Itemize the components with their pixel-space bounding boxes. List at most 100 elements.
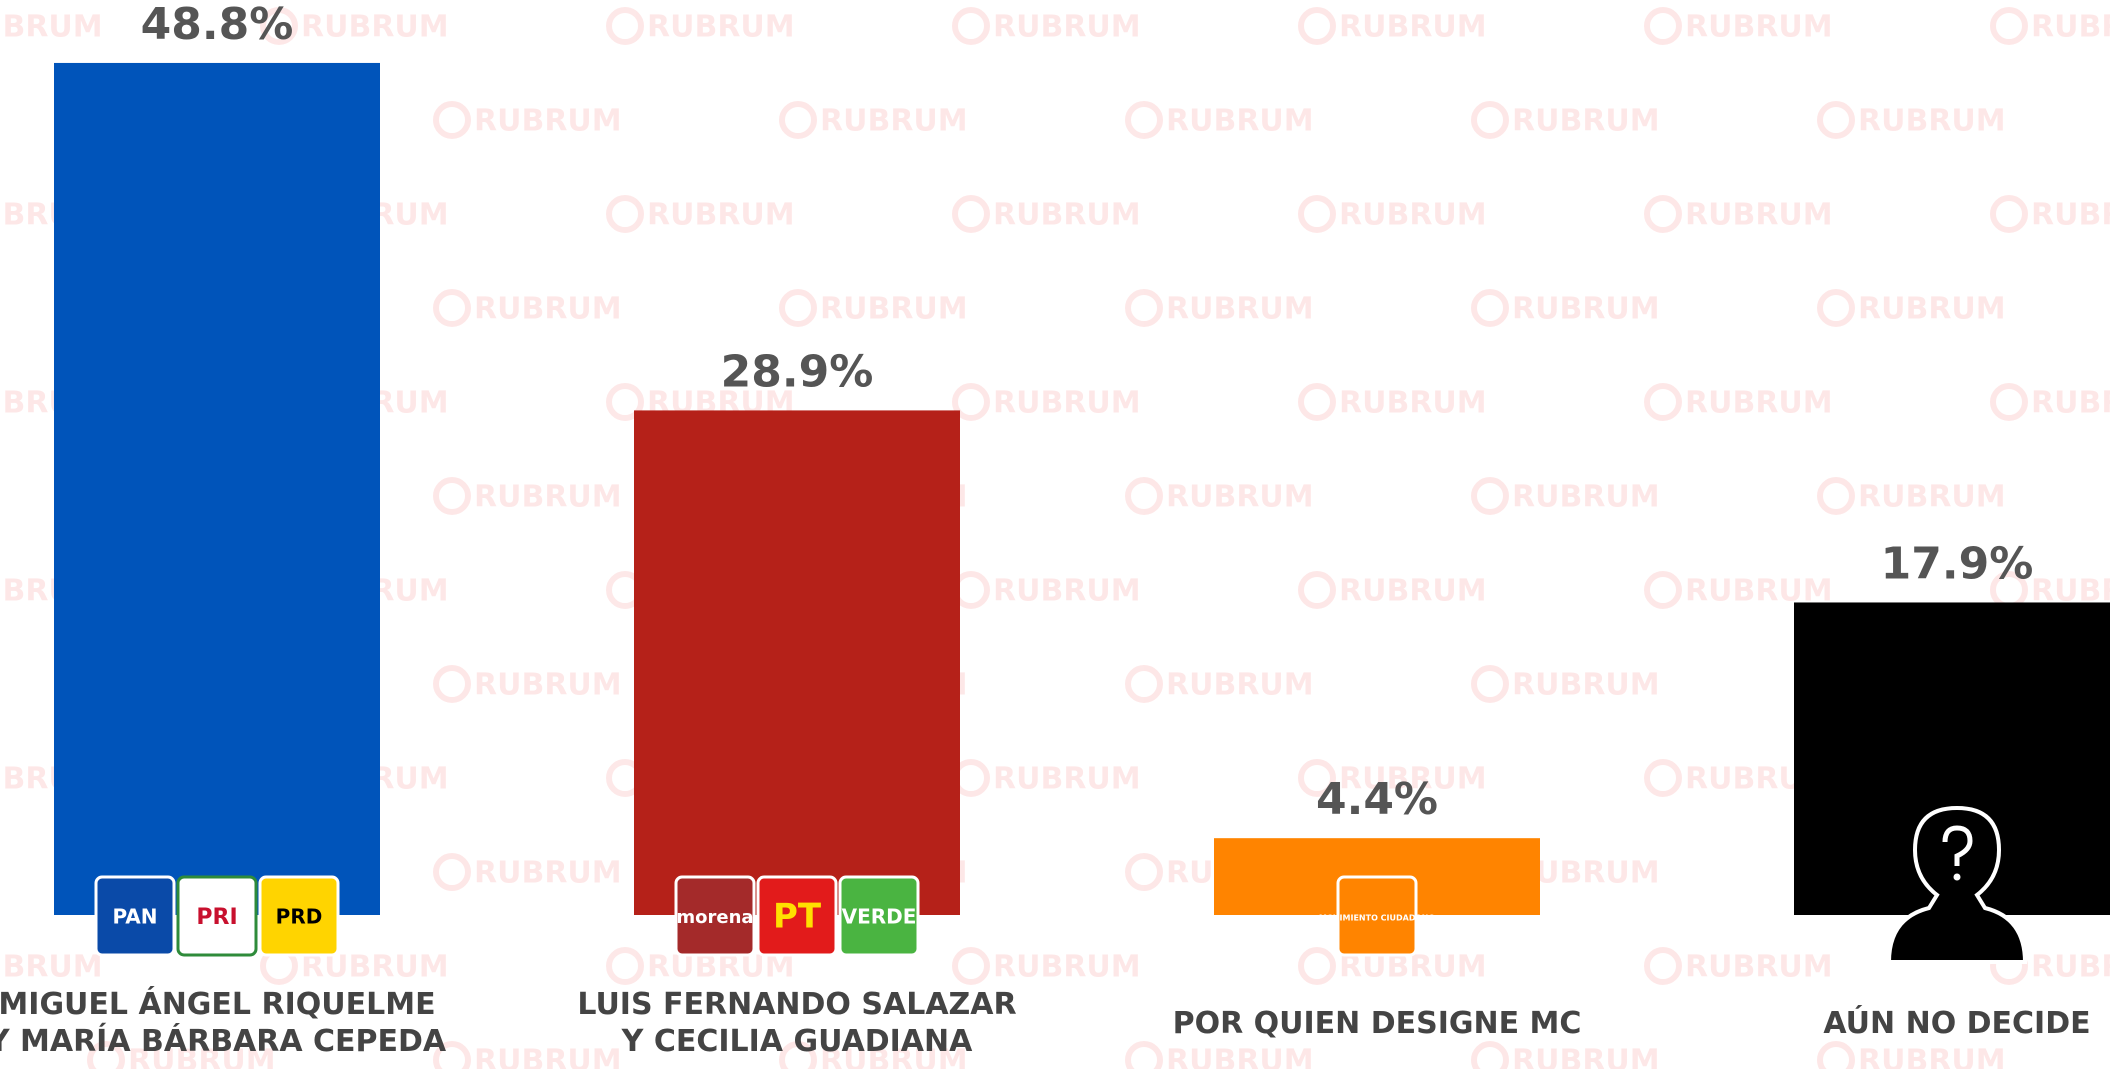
watermark-icon	[779, 1041, 817, 1069]
silhouette-body	[1886, 805, 2028, 964]
watermark: RUBRUM	[433, 477, 622, 515]
watermark-icon	[1990, 383, 2028, 421]
watermark-icon	[1298, 7, 1336, 45]
watermark-text: RUBRUM	[1512, 668, 1660, 703]
watermark-text: RUBRUM	[820, 1044, 968, 1069]
watermark-text: RUBRUM	[128, 1044, 276, 1069]
watermark: RUBRUM	[433, 1041, 622, 1069]
watermark-text: RUBRUM	[2031, 10, 2110, 45]
watermark: RUBRUM	[1644, 7, 1833, 45]
watermark-text: RUBRUM	[474, 668, 622, 703]
party-logo	[1336, 875, 1418, 957]
watermark-icon	[1471, 101, 1509, 139]
watermark-text: RUBRUM	[1685, 386, 1833, 421]
watermark-icon	[1125, 665, 1163, 703]
watermark: RUBRUM	[1817, 101, 2006, 139]
watermark-icon	[1817, 1041, 1855, 1069]
bar	[54, 62, 380, 915]
watermark-icon	[1644, 571, 1682, 609]
watermark-icon	[779, 101, 817, 139]
watermark-icon	[1817, 289, 1855, 327]
watermark: RUBRUM	[1471, 1041, 1660, 1069]
watermark-icon	[606, 383, 644, 421]
watermark-icon	[952, 947, 990, 985]
category-label: POR QUIEN DESIGNE MC	[1172, 1005, 1582, 1041]
watermark-icon	[1125, 289, 1163, 327]
watermark: RUBRUM	[1298, 759, 1487, 797]
watermark: RUBRUM	[606, 195, 795, 233]
watermark: RUBRUM	[779, 101, 968, 139]
watermark: RUBRUM	[1817, 289, 2006, 327]
watermark-text: RUBRUM	[1339, 10, 1487, 45]
watermark-text: RUBRUM	[2031, 950, 2110, 985]
watermark-text: RUBRUM	[474, 292, 622, 327]
watermark: RUBRUM	[1125, 289, 1314, 327]
watermark-icon	[1990, 195, 2028, 233]
watermark: RUBRUM	[1990, 383, 2110, 421]
watermark: RUBRUM	[87, 1041, 276, 1069]
watermark-text: RUBRUM	[1858, 104, 2006, 139]
watermark-icon	[606, 947, 644, 985]
watermark: RUBRUM	[0, 950, 103, 985]
watermark: RUBRUM	[1471, 101, 1660, 139]
watermark: RUBRUM	[779, 1041, 968, 1069]
watermark: RUBRUM	[1990, 7, 2110, 45]
watermark: RUBRUM	[1471, 665, 1660, 703]
watermark-icon	[779, 289, 817, 327]
party-logo	[176, 875, 258, 957]
watermark-text: RUBRUM	[993, 10, 1141, 45]
watermark-icon	[87, 1041, 125, 1069]
watermark-text: RUBRUM	[2031, 386, 2110, 421]
watermark-text: RUBRUM	[1339, 386, 1487, 421]
watermark-text: RUBRUM	[1858, 480, 2006, 515]
watermark: RUBRUM	[1817, 1041, 2006, 1069]
watermark: RUBRUM	[1298, 195, 1487, 233]
watermark-text: RUBRUM	[474, 856, 622, 891]
party-logo	[258, 875, 340, 957]
watermark: RUBRUM	[1644, 195, 1833, 233]
watermark-text: RUBRUM	[301, 10, 449, 45]
watermark-icon	[1125, 1041, 1163, 1069]
watermark: RUBRUM	[606, 7, 795, 45]
watermark-text: RUBRUM	[1685, 10, 1833, 45]
watermark-text: RUBRUM	[474, 480, 622, 515]
watermark-text: RUBRUM	[0, 10, 103, 45]
watermark: RUBRUM	[1471, 477, 1660, 515]
watermark: RUBRUM	[433, 101, 622, 139]
watermark-icon	[433, 477, 471, 515]
watermark-icon	[260, 7, 298, 45]
watermark: RUBRUM	[1125, 1041, 1314, 1069]
watermark-icon	[433, 289, 471, 327]
watermark-text: RUBRUM	[1858, 292, 2006, 327]
watermark-text: RUBRUM	[1512, 1044, 1660, 1069]
question-mark	[1942, 825, 1973, 866]
watermark-text: RUBRUM	[647, 10, 795, 45]
watermark-icon	[1817, 477, 1855, 515]
watermark: RUBRUM	[1990, 195, 2110, 233]
watermark-icon	[952, 7, 990, 45]
watermark-icon	[1471, 665, 1509, 703]
watermark-icon	[1644, 195, 1682, 233]
watermark: RUBRUM	[1817, 477, 2006, 515]
watermark-text: RUBRUM	[1166, 292, 1314, 327]
watermark: RUBRUM	[952, 383, 1141, 421]
watermark-text: RUBRUM	[1685, 198, 1833, 233]
watermark-text: RUBRUM	[1685, 950, 1833, 985]
watermark-icon	[1644, 383, 1682, 421]
watermark-icon	[1125, 101, 1163, 139]
watermark-text: RUBRUM	[993, 198, 1141, 233]
watermark-text: RUBRUM	[1339, 574, 1487, 609]
question-dot	[1953, 873, 1961, 881]
watermark: RUBRUM	[433, 853, 622, 891]
watermark: RUBRUM	[1298, 383, 1487, 421]
watermark: RUBRUM	[1125, 101, 1314, 139]
watermark: RUBRUM	[260, 7, 449, 45]
watermark-text: RUBRUM	[993, 762, 1141, 797]
watermark: RUBRUM	[1125, 665, 1314, 703]
watermark-text: RUBRUM	[474, 1044, 622, 1069]
watermark: RUBRUM	[1644, 947, 1833, 985]
watermark-text: RUBRUM	[820, 292, 968, 327]
category-label: LUIS FERNANDO SALAZAR Y CECILIA GUADIANA	[577, 987, 1017, 1059]
watermark-icon	[1298, 383, 1336, 421]
